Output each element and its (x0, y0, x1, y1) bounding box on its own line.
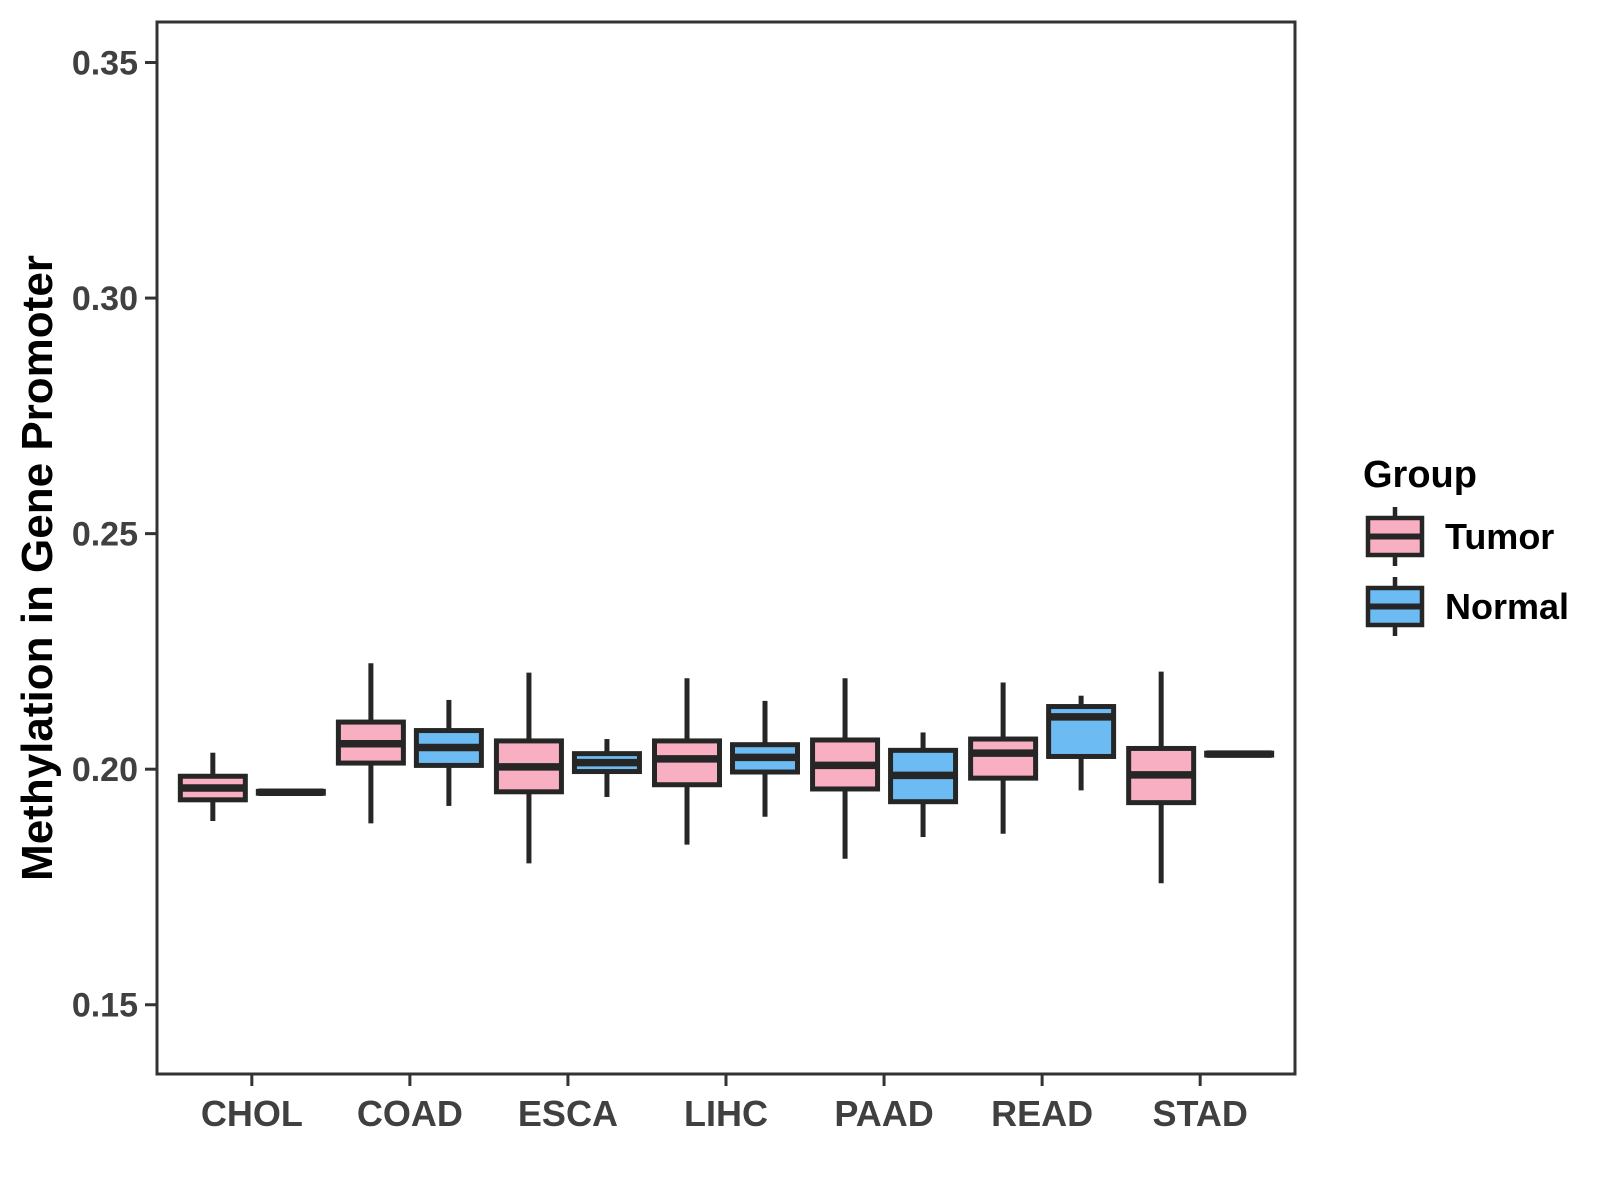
iqr-box (968, 736, 1039, 781)
boxplot-LIHC-Tumor (652, 678, 722, 845)
y-axis: 0.15 0.20 0.25 0.30 0.35 (72, 45, 157, 1025)
legend-key-tumor-boxplot-icon (1365, 507, 1425, 566)
x-category-label: STAD (1153, 1093, 1248, 1134)
boxplot-ESCA-Tumor (493, 672, 564, 864)
x-axis: CHOL COAD ESCA LIHC PAAD READ STAD (201, 1074, 1248, 1134)
y-tick-label: 0.20 (72, 751, 138, 789)
boxplot-COAD-Tumor (335, 663, 406, 824)
boxplot-READ-Normal (1046, 695, 1117, 791)
x-category-label: COAD (357, 1093, 463, 1134)
legend: Group Tumor Normal (1363, 454, 1569, 636)
boxplot-CHOL-Tumor (177, 752, 248, 822)
x-category-label: LIHC (684, 1093, 768, 1134)
boxplot-PAAD-Normal (888, 732, 959, 838)
boxplot-COAD-Normal (413, 699, 484, 806)
x-category-label: PAAD (834, 1093, 933, 1134)
boxplot-ESCA-Normal (571, 739, 642, 797)
y-tick-label: 0.25 (72, 516, 138, 554)
x-category-label: ESCA (518, 1093, 618, 1134)
boxplot-CHOL-Normal (255, 788, 326, 797)
x-category-label: READ (991, 1093, 1093, 1134)
x-category-label: CHOL (201, 1093, 303, 1134)
boxplot-STAD-Normal (1204, 750, 1275, 758)
boxplot-series (177, 663, 1275, 884)
y-tick-label: 0.35 (72, 45, 138, 83)
iqr-box (652, 738, 722, 788)
y-tick-label: 0.30 (72, 280, 138, 318)
legend-label-normal: Normal (1445, 586, 1569, 627)
y-tick-label: 0.15 (72, 987, 138, 1025)
legend-label-tumor: Tumor (1445, 516, 1554, 557)
boxplot-READ-Tumor (968, 682, 1039, 834)
boxplot-PAAD-Tumor (810, 678, 881, 859)
boxplot-STAD-Tumor (1126, 671, 1197, 884)
y-axis-title: Methylation in Gene Promoter (13, 255, 62, 881)
plot-panel (155, 20, 1297, 1076)
legend-title: Group (1363, 454, 1477, 496)
boxplot-LIHC-Normal (730, 700, 800, 817)
legend-key-normal-boxplot-icon (1365, 577, 1425, 636)
